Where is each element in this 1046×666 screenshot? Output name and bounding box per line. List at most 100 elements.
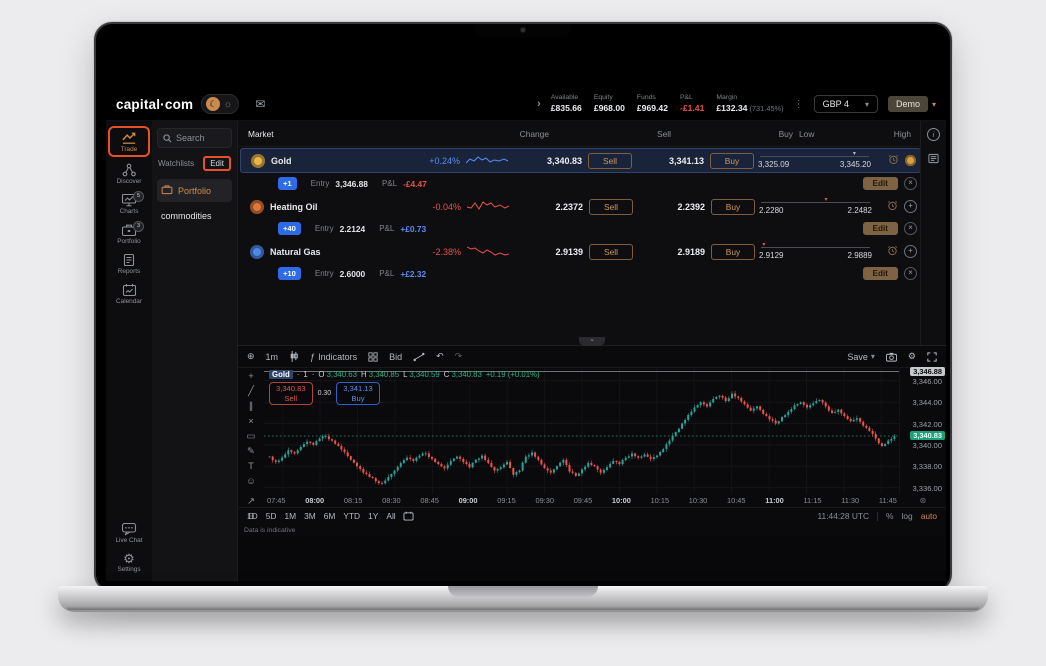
moon-icon[interactable]: ☾ (206, 97, 221, 111)
chart-buy-button[interactable]: 3,341.13 Buy (336, 382, 380, 406)
price-alert-icon[interactable] (887, 245, 898, 258)
chart-settings-gear-icon[interactable]: ⚙ (907, 351, 916, 362)
legend-symbol[interactable]: Gold (269, 370, 293, 380)
auto-scale-button[interactable]: auto (920, 511, 937, 522)
log-scale-button[interactable]: log (901, 511, 913, 522)
column-header-low[interactable]: Low (799, 128, 815, 139)
edit-position-button[interactable]: Edit (862, 177, 898, 190)
crosshair-tool-icon[interactable]: + (248, 371, 254, 383)
trendline-tool-icon[interactable]: ╱ (248, 386, 254, 398)
main-content: Market Change Sell Buy Low High Gold +0.24% 3,3… (238, 121, 946, 581)
edit-watchlist-button[interactable]: Edit (203, 156, 231, 171)
table-header: Market Change Sell Buy Low High (238, 121, 921, 147)
time-axis[interactable]: 07:45 08:00 08:15 08:30 08:45 09:00 09:15 09:30… (238, 494, 946, 507)
sidebar-item-label: Live Chat (115, 537, 143, 544)
buy-button[interactable]: Buy (711, 243, 755, 260)
sell-button[interactable]: Sell (589, 198, 633, 215)
collapse-handle[interactable]: ⌄ (579, 336, 605, 346)
percent-scale-button[interactable]: % (886, 511, 894, 522)
price-axis[interactable]: 3,346.00 3,344.00 3,342.00 3,340.00 3,338.00… (899, 366, 946, 495)
chart-section: ⊕ 1m ƒ Indicators (238, 346, 946, 537)
sell-button[interactable]: Sell (589, 243, 633, 260)
range-1y[interactable]: 1Y (368, 511, 379, 522)
range-3m[interactable]: 3M (304, 511, 316, 522)
sell-button[interactable]: Sell (588, 152, 632, 169)
channel-tool-icon[interactable]: ∥ (248, 401, 254, 413)
account-menu-icon[interactable]: ⋮ (793, 98, 804, 110)
clock-utc[interactable]: 11:44:28 UTC (817, 511, 870, 522)
add-instrument-icon[interactable]: ⊕ (247, 351, 255, 362)
line-style-icon[interactable] (413, 352, 425, 362)
column-header-sell[interactable]: Sell (657, 128, 671, 139)
column-header-buy[interactable]: Buy (778, 128, 793, 139)
close-position-icon[interactable]: × (904, 222, 917, 235)
sidebar-item-charts[interactable]: 5 Charts (110, 190, 148, 217)
text-tool-icon[interactable]: T (248, 461, 254, 473)
column-header-market[interactable]: Market (248, 128, 274, 139)
sidebar-item-trade[interactable]: Trade (108, 126, 150, 157)
market-row-heating-oil[interactable]: Heating Oil -0.04% 2.2372 Sell 2.2392 Buy ▾ 2.2… (240, 195, 921, 218)
scale-reset-icon[interactable]: ⊛ (919, 495, 927, 505)
info-icon[interactable]: i (927, 128, 940, 141)
sidebar-item-discover[interactable]: Discover (110, 160, 148, 187)
range-ytd[interactable]: YTD (343, 511, 361, 522)
mail-icon[interactable]: ✉ (255, 97, 266, 111)
range-all[interactable]: All (386, 511, 396, 522)
news-icon[interactable] (928, 153, 939, 164)
column-header-high[interactable]: High (893, 128, 911, 139)
market-row-gold[interactable]: Gold +0.24% 3,340.83 Sell 3,341.13 Buy ▾ 3,325.… (240, 148, 921, 173)
sidebar-item-reports[interactable]: Reports (110, 250, 148, 277)
account-currency-select[interactable]: GBP 4 ▾ (813, 95, 878, 113)
position-tool-tool-icon[interactable]: ▭ (246, 431, 256, 443)
price-alert-icon[interactable] (888, 154, 899, 167)
edit-position-button[interactable]: Edit (862, 222, 898, 235)
circle-plus-icon[interactable]: + (904, 245, 917, 258)
interval-select[interactable]: 1m (265, 351, 279, 362)
market-status-icon[interactable] (905, 155, 916, 166)
expand-account-icon[interactable]: › (537, 98, 541, 110)
candlestick-plot[interactable]: Gold · 1 · O 3,340.63 H 3,340.85 L 3,340… (264, 368, 899, 495)
measure-tool-icon[interactable]: ↗ (247, 496, 255, 508)
sidebar-item-label: Settings (117, 566, 141, 573)
xabcd-pattern-tool-icon[interactable]: × (248, 416, 254, 428)
close-position-icon[interactable]: × (904, 267, 917, 280)
buy-button[interactable]: Buy (711, 198, 755, 215)
indicators-button[interactable]: ƒ Indicators (310, 351, 358, 362)
sidebar-item-settings[interactable]: ⚙ Settings (110, 549, 148, 575)
sidebar-item-calendar[interactable]: Calendar (110, 280, 148, 307)
theme-toggle[interactable]: ☾ ☼ (201, 94, 240, 114)
time-tick: 08:15 (343, 495, 363, 505)
watchlist-item-portfolio[interactable]: Portfolio (157, 179, 232, 202)
column-header-change[interactable]: Change (519, 128, 549, 139)
range-6m[interactable]: 6M (323, 511, 336, 522)
edit-position-button[interactable]: Edit (862, 267, 898, 280)
range-5d[interactable]: 5D (265, 511, 277, 522)
buy-button[interactable]: Buy (710, 152, 754, 169)
chart-sell-button[interactable]: 3,340.83 Sell (269, 382, 313, 406)
range-1m[interactable]: 1M (284, 511, 297, 522)
save-button[interactable]: Save ▾ (847, 351, 875, 362)
snapshot-camera-icon[interactable] (885, 352, 897, 362)
magnet-tool-icon[interactable]: ⊙ (247, 511, 255, 523)
layout-grid-icon[interactable] (368, 351, 378, 362)
fullscreen-icon[interactable] (927, 351, 937, 362)
redo-icon[interactable]: ↷ (454, 351, 463, 362)
search-input[interactable]: Search (157, 128, 232, 148)
brand-logo: capital·com (116, 96, 194, 112)
market-row-natural-gas[interactable]: Natural Gas -2.38% 2.9139 Sell 2.9189 Buy ▾ 2.9… (240, 240, 921, 263)
brush-tool-icon[interactable]: ✎ (247, 446, 255, 458)
circle-plus-icon[interactable]: + (904, 200, 917, 213)
sidebar-item-portfolio[interactable]: 3 Portfolio (110, 220, 148, 247)
mode-switcher[interactable]: Demo ▾ (887, 96, 936, 112)
bid-ask-toggle[interactable]: Bid (389, 351, 403, 362)
range-1d[interactable]: 1D (247, 511, 258, 522)
sun-icon[interactable]: ☼ (223, 98, 233, 110)
undo-icon[interactable]: ↶ (436, 351, 444, 362)
candle-style-icon[interactable] (289, 351, 299, 363)
emoji-tool-icon[interactable]: ☺ (246, 476, 256, 488)
calendar-range-icon[interactable] (403, 511, 414, 521)
close-position-icon[interactable]: × (904, 177, 917, 190)
price-alert-icon[interactable] (887, 200, 898, 213)
sidebar-item-live-chat[interactable]: Live Chat (110, 519, 148, 546)
watchlist-item-commodities[interactable]: commodities (157, 206, 232, 226)
